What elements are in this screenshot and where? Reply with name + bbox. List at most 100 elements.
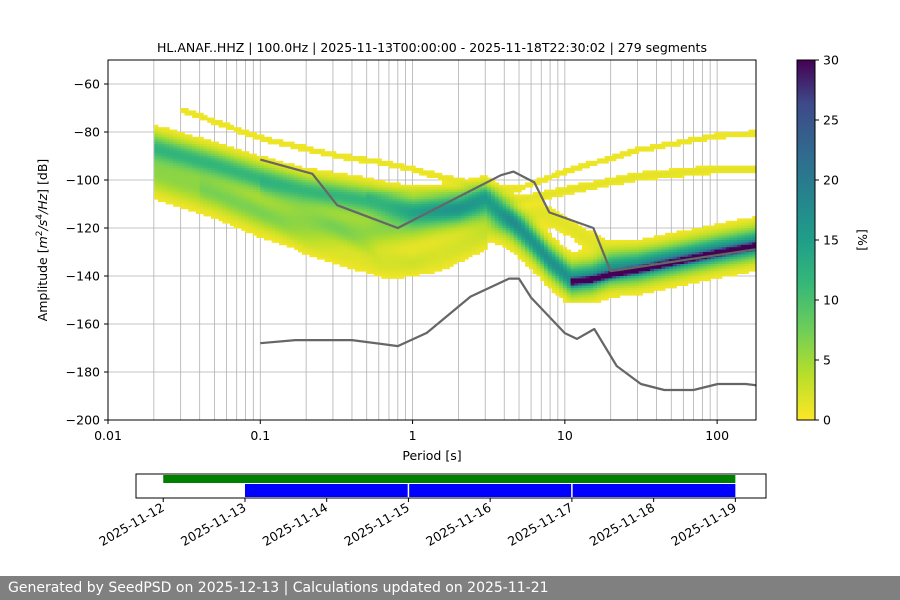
- heatmap-cell: [252, 134, 257, 138]
- heatmap-cell: [158, 153, 163, 157]
- heatmap-cell: [665, 242, 670, 246]
- heatmap-cell: [479, 230, 484, 234]
- heatmap-cell: [385, 242, 390, 246]
- heatmap-cell: [252, 136, 257, 140]
- heatmap-cell: [392, 194, 397, 198]
- heatmap-cell: [566, 184, 571, 188]
- heatmap-cell: [672, 271, 677, 274]
- heatmap-cell: [222, 192, 227, 195]
- heatmap-cell: [229, 170, 235, 174]
- heatmap-cell: [373, 273, 378, 277]
- heatmap-cell: [222, 220, 227, 224]
- heatmap-cell: [294, 230, 299, 234]
- heatmap-cell: [301, 235, 307, 238]
- heatmap-cell: [313, 237, 318, 241]
- heatmap-cell: [513, 230, 518, 234]
- heatmap-cell: [657, 278, 662, 282]
- heatmap-cell: [184, 199, 189, 202]
- heatmap-cell: [218, 163, 223, 166]
- heatmap-cell: [256, 180, 261, 183]
- heatmap-cell: [369, 180, 375, 183]
- heatmap-cell: [593, 182, 598, 186]
- heatmap-cell: [445, 204, 450, 207]
- heatmap-cell: [506, 213, 511, 217]
- heatmap-cell: [657, 144, 662, 147]
- heatmap-cell: [559, 266, 564, 270]
- heatmap-cell: [415, 168, 420, 171]
- heatmap-cell: [358, 232, 363, 236]
- heatmap-cell: [298, 213, 303, 217]
- heatmap-cell: [517, 211, 522, 214]
- heatmap-cell: [491, 192, 496, 195]
- heatmap-cell: [366, 230, 371, 234]
- heatmap-cell: [199, 136, 204, 140]
- heatmap-cell: [275, 168, 280, 171]
- heatmap-cell: [339, 194, 344, 198]
- heatmap-cell: [449, 206, 454, 210]
- heatmap-cell: [237, 158, 242, 162]
- heatmap-cell: [453, 194, 458, 198]
- heatmap-cell: [320, 206, 325, 210]
- heatmap-cell: [381, 211, 386, 214]
- heatmap-cell: [248, 187, 254, 190]
- heatmap-cell: [388, 206, 394, 210]
- heatmap-cell: [600, 278, 606, 282]
- heatmap-cell: [653, 280, 658, 284]
- heatmap-cell: [290, 189, 295, 193]
- heatmap-cell: [290, 225, 295, 229]
- heatmap-cell: [415, 244, 420, 248]
- heatmap-cell: [328, 247, 333, 250]
- heatmap-cell: [585, 235, 590, 238]
- heatmap-cell: [650, 148, 655, 152]
- heatmap-cell: [385, 184, 390, 188]
- heatmap-cell: [521, 232, 526, 236]
- heatmap-cell: [332, 172, 337, 176]
- heatmap-cell: [332, 213, 337, 217]
- heatmap-cell: [385, 192, 390, 195]
- heatmap-cell: [593, 252, 598, 255]
- heatmap-cell: [460, 204, 465, 207]
- heatmap-cell: [665, 232, 670, 236]
- heatmap-cell: [154, 134, 159, 138]
- heatmap-cell: [502, 199, 507, 202]
- heatmap-cell: [547, 244, 553, 248]
- heatmap-cell: [158, 196, 163, 200]
- heatmap-cell: [604, 271, 609, 274]
- heatmap-cell: [233, 156, 238, 159]
- heatmap-cell: [615, 273, 621, 277]
- heatmap-cell: [369, 223, 375, 226]
- heatmap-cell: [574, 225, 579, 229]
- heatmap-cell: [218, 201, 223, 205]
- heatmap-cell: [434, 235, 439, 238]
- heatmap-cell: [668, 244, 674, 248]
- heatmap-cell: [339, 225, 344, 229]
- heatmap-cell: [256, 170, 261, 174]
- heatmap-cell: [540, 220, 545, 224]
- heatmap-cell: [214, 120, 219, 123]
- heatmap-cell: [188, 194, 193, 198]
- heatmap-cell: [366, 256, 371, 260]
- heatmap-cell: [324, 199, 329, 202]
- heatmap-cell: [263, 220, 269, 224]
- heatmap-cell: [589, 283, 594, 286]
- heatmap-cell: [385, 160, 390, 164]
- heatmap-cell: [419, 225, 424, 229]
- heatmap-cell: [475, 232, 481, 236]
- heatmap-cell: [460, 242, 465, 246]
- heatmap-cell: [525, 228, 530, 231]
- heatmap-cell: [388, 249, 394, 253]
- heatmap-cell: [184, 194, 189, 198]
- heatmap-cell: [267, 218, 272, 222]
- heatmap-cell: [381, 232, 386, 236]
- heatmap-cell: [245, 170, 250, 174]
- heatmap-cell: [385, 211, 390, 214]
- heatmap-cell: [407, 259, 412, 262]
- heatmap-cell: [351, 232, 356, 236]
- heatmap-cell: [555, 292, 560, 296]
- heatmap-cell: [214, 208, 219, 212]
- heatmap-cell: [233, 223, 238, 226]
- heatmap-cell: [528, 194, 534, 198]
- heatmap-cell: [438, 184, 443, 188]
- heatmap-cell: [237, 170, 242, 174]
- heatmap-cell: [676, 280, 681, 284]
